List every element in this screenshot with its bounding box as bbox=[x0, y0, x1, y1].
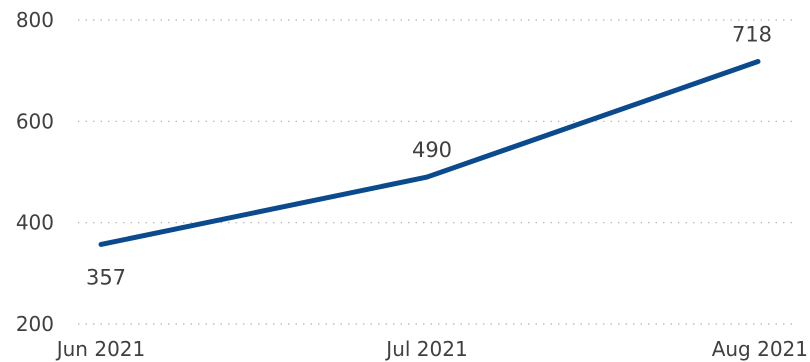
y-tick-label: 200 bbox=[16, 312, 54, 336]
x-tick-label: Jun 2021 bbox=[55, 337, 146, 361]
y-axis-ticks: 200 400 600 800 bbox=[16, 8, 54, 336]
y-tick-label: 800 bbox=[16, 8, 54, 32]
data-label: 490 bbox=[412, 138, 452, 162]
x-tick-label: Jul 2021 bbox=[384, 337, 467, 361]
y-tick-label: 400 bbox=[16, 211, 54, 235]
y-tick-label: 600 bbox=[16, 109, 54, 133]
x-tick-label: Aug 2021 bbox=[712, 337, 808, 361]
data-label: 357 bbox=[86, 265, 126, 289]
series-line bbox=[98, 59, 761, 247]
data-label: 718 bbox=[732, 23, 772, 47]
series-lines bbox=[98, 59, 761, 247]
data-labels: 357 490 718 bbox=[86, 23, 772, 290]
x-axis-ticks: Jun 2021 Jul 2021 Aug 2021 bbox=[55, 337, 808, 361]
